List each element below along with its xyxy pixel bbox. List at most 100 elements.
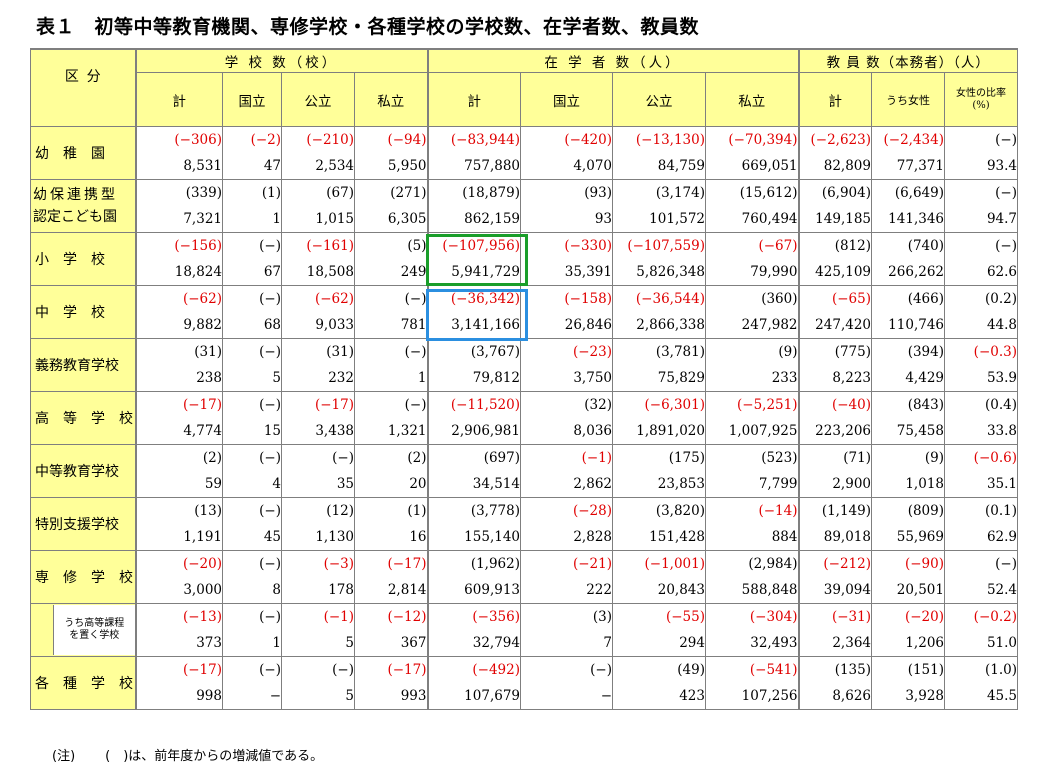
value-cell: 8,223 (797, 365, 872, 392)
table-row: 998−5 993 107,679−423 107,256 8,626 3,928 45.5 (31, 683, 1018, 710)
diff-cell: (740) (871, 232, 945, 259)
table-row: 9,882 68 9,033 781 3,141,166 26,846 2,866,338 2… (31, 312, 1018, 339)
diff-cell: (697) (426, 444, 521, 471)
value-cell: 39,094 (797, 577, 872, 604)
value-cell: 1,015 (281, 206, 355, 233)
kubun-char-2: 分 (86, 69, 101, 85)
diff-cell: (−330) (520, 232, 613, 259)
value-cell: 18,508 (281, 259, 355, 286)
value-cell: 151,428 (612, 524, 706, 551)
diff-cell: (3,767) (426, 338, 521, 365)
value-cell: 8 (222, 577, 282, 604)
value-cell: 3,000 (134, 577, 223, 604)
diff-cell: (0.1) (944, 497, 1018, 524)
value-cell: 609,913 (426, 577, 521, 604)
diff-cell: (175) (612, 444, 706, 471)
table-row: 小 学 校 (−156) (−) (−161) (5) (−107,956) (−330)(… (30, 232, 1018, 286)
value-cell: 20,501 (871, 577, 945, 604)
value-cell: 4,429 (871, 365, 945, 392)
diff-cell: (−212) (797, 550, 872, 577)
diff-cell: (1,149) (797, 497, 872, 524)
diff-cell: (360) (705, 285, 799, 312)
diff-cell: (−14) (705, 497, 799, 524)
value-cell: 247,982 (705, 312, 799, 339)
value-cell: 1,007,925 (705, 418, 799, 445)
value-cell: 93 (520, 206, 613, 233)
value-cell: 1,321 (354, 418, 428, 445)
diff-cell: (−) (354, 285, 428, 312)
row-category-label: 各 種 学 校 (30, 656, 136, 710)
footnote: (注) ( )は、前年度からの増減値である。 (52, 745, 323, 764)
value-cell: 233 (705, 365, 799, 392)
diff-cell: (−356) (426, 603, 521, 630)
value-cell: 84,759 (612, 153, 706, 180)
value-cell: 5,826,348 (612, 259, 706, 286)
row-category-label: 高 等 学 校 (30, 391, 136, 445)
table-row: 幼 稚 園 (−306) (−2) (−210) (−94) (−83,944) (−420… (30, 126, 1018, 180)
value-cell: − (222, 683, 282, 710)
row-category-label: 特別支援学校 (30, 497, 136, 551)
row-category-label: 専 修 学 校 (30, 550, 136, 604)
diff-cell: (3,820) (612, 497, 706, 524)
diff-cell: (−541) (705, 656, 799, 683)
label-line-1: うち高等課程 (64, 618, 125, 629)
diff-cell: (−83,944) (426, 126, 521, 153)
table-row: 専 修 学 校 (−20) (−) (−3) (−17) (1,962) (−21) (−1,… (30, 550, 1018, 604)
diff-cell: (−1) (520, 444, 613, 471)
diff-cell: (15,612) (705, 179, 799, 206)
value-cell: 2,900 (797, 471, 872, 498)
diff-cell: (−0.2) (944, 603, 1018, 630)
diff-cell: (−23) (520, 338, 613, 365)
value-cell: 5,950 (354, 153, 428, 180)
diff-cell: (−13) (134, 603, 223, 630)
col-schools-public: 公立 (281, 72, 355, 127)
diff-cell: (−17) (134, 656, 223, 683)
diff-cell: (−) (944, 550, 1018, 577)
value-cell: 2,862 (520, 471, 613, 498)
diff-cell: (339) (134, 179, 223, 206)
value-cell: 79,812 (426, 365, 521, 392)
col-students-private: 私立 (705, 72, 799, 127)
value-cell: 45 (222, 524, 282, 551)
value-cell: 238 (134, 365, 223, 392)
category-text: 義務教育学校 (35, 358, 119, 374)
value-cell: 1,191 (134, 524, 223, 551)
diff-cell: (−12) (354, 603, 428, 630)
table-row: 3,000 8 178 2,814 609,913 222 20,843 588,848 39,… (31, 577, 1018, 604)
header-students: 在 学 者 数（人） (426, 48, 799, 74)
value-cell: 8,036 (520, 418, 613, 445)
col-schools-national: 国立 (222, 72, 282, 127)
table-row: 特別支援学校 (13) (−) (12) (1) (3,778) (−28) (3,820)(… (30, 497, 1018, 551)
value-cell: 89,018 (797, 524, 872, 551)
value-cell: 93.4 (944, 153, 1018, 180)
value-cell: 423 (612, 683, 706, 710)
row-category-label: 幼 稚 園 (30, 126, 136, 180)
value-cell: 760,494 (705, 206, 799, 233)
header-schools: 学 校 数（校） (134, 48, 428, 74)
value-cell: 1 (222, 206, 282, 233)
label-line-2: 認定こども園 (33, 209, 117, 225)
table-row: 中等教育学校 (2) (−) (−) (2) (697) (−1) (175) (523) (71… (30, 444, 1018, 498)
value-cell: 3,928 (871, 683, 945, 710)
diff-cell: (809) (871, 497, 945, 524)
value-cell: 94.7 (944, 206, 1018, 233)
value-cell: 5 (281, 683, 355, 710)
diff-cell: (6,649) (871, 179, 945, 206)
value-cell: 67 (222, 259, 282, 286)
diff-cell: (843) (871, 391, 945, 418)
diff-cell: (−1) (281, 603, 355, 630)
diff-cell: (−90) (871, 550, 945, 577)
value-cell: 32,794 (426, 630, 521, 657)
value-cell: 4,774 (134, 418, 223, 445)
category-text: 中 学 校 (35, 305, 105, 321)
value-cell: 2,534 (281, 153, 355, 180)
diff-cell: (−21) (520, 550, 613, 577)
value-cell: − (520, 683, 613, 710)
value-cell: 62.6 (944, 259, 1018, 286)
diff-cell: (−6,301) (612, 391, 706, 418)
diff-cell: (0.4) (944, 391, 1018, 418)
diff-cell: (−) (944, 179, 1018, 206)
row-category-label: 中 学 校 (30, 285, 136, 339)
diff-cell: (812) (797, 232, 872, 259)
diff-cell: (1) (354, 497, 428, 524)
